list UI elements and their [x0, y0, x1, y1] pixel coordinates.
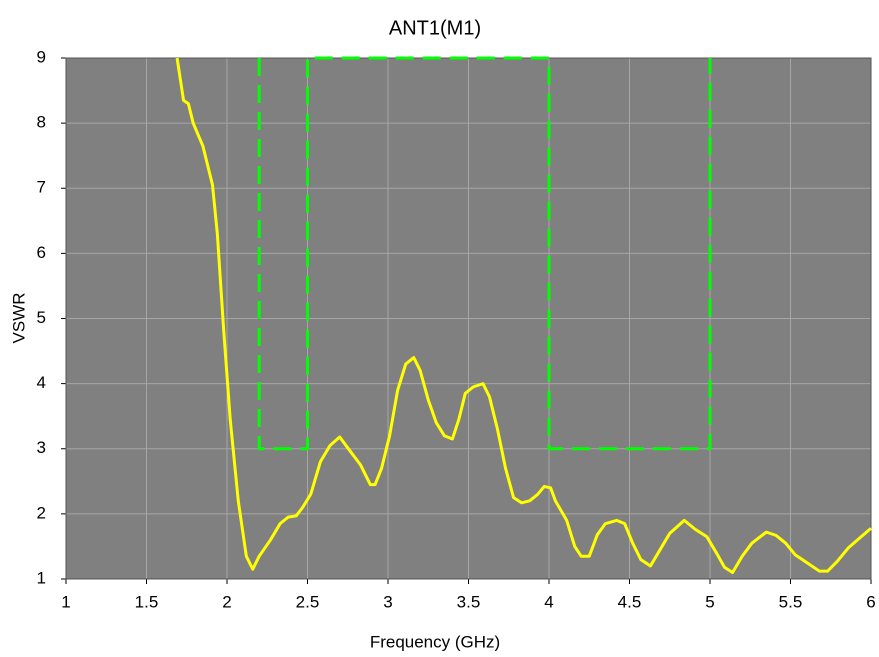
y-tick-label: 9: [37, 47, 46, 66]
series-line: [175, 57, 872, 574]
y-tick-label: 3: [37, 438, 46, 457]
y-tick-label: 4: [37, 373, 46, 392]
chart-title: ANT1(M1): [389, 17, 481, 39]
x-tick-label: 6: [866, 592, 875, 611]
y-tick-label: 5: [37, 308, 46, 327]
y-tick-label: 2: [37, 503, 46, 522]
x-tick-label: 1: [61, 592, 70, 611]
y-tick-label: 8: [37, 113, 46, 132]
y-tick-label: 1: [37, 568, 46, 587]
x-tick-label: 2: [222, 592, 231, 611]
x-tick-label: 3: [383, 592, 392, 611]
x-tick-label: 2.5: [296, 592, 320, 611]
x-tick-label: 4.5: [618, 592, 642, 611]
x-tick-label: 5: [705, 592, 714, 611]
y-tick-label: 7: [37, 178, 46, 197]
x-tick-label: 1.5: [135, 592, 159, 611]
y-axis-title: VSWR: [9, 293, 28, 344]
x-tick-label: 3.5: [457, 592, 481, 611]
x-tick-label: 5.5: [779, 592, 803, 611]
y-tick-label: 6: [37, 243, 46, 262]
plot-frame: [65, 57, 872, 580]
x-axis-title: Frequency (GHz): [370, 632, 500, 651]
x-tick-label: 4: [544, 592, 553, 611]
series-line: [257, 56, 712, 451]
